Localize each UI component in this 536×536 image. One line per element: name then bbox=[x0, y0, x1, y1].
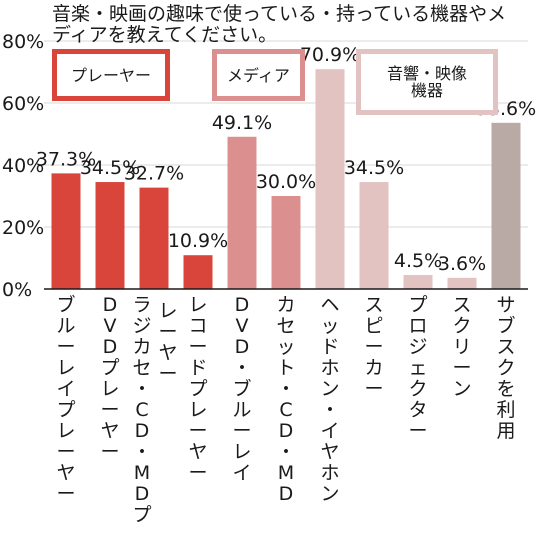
y-tick-label: 80% bbox=[2, 31, 44, 53]
data-label: 49.1% bbox=[212, 112, 272, 134]
category-label: D V D ・ブルーレイ bbox=[232, 294, 251, 484]
category-label: カセット・ C D ・ M D bbox=[276, 294, 295, 505]
category-label: ブルーレイプレーヤー bbox=[56, 293, 75, 505]
bar bbox=[359, 182, 389, 289]
data-label: 37.3% bbox=[36, 148, 96, 170]
category-label: サブスクを利用 bbox=[496, 294, 515, 442]
category-label: D V D プレーヤー bbox=[100, 294, 119, 463]
bar bbox=[491, 122, 521, 289]
data-label: 3.6% bbox=[438, 253, 486, 275]
legend-av-box: 音響・映像 機器 bbox=[356, 49, 498, 115]
bar bbox=[139, 187, 169, 289]
legend-player-label: プレーヤー bbox=[70, 65, 151, 85]
category-label: スクリーン bbox=[452, 294, 471, 400]
y-tick-label: 60% bbox=[2, 93, 44, 115]
legend-player-box: プレーヤー bbox=[52, 49, 170, 101]
data-label: 32.7% bbox=[124, 163, 184, 185]
data-label: 34.5% bbox=[344, 157, 404, 179]
bar bbox=[227, 136, 257, 289]
legend-media-label: メディア bbox=[227, 65, 290, 85]
data-label: 30.0% bbox=[256, 171, 316, 193]
chart-title: 音楽・映画の趣味で使っている・持っている機器やメディアを教えてください。 bbox=[52, 3, 507, 46]
data-label: 10.9% bbox=[168, 230, 228, 252]
category-label: スピーカー bbox=[364, 294, 383, 400]
bar bbox=[271, 196, 301, 289]
category-label: ラジカセ・ C D ・ M D プレーヤー bbox=[132, 294, 177, 526]
bar bbox=[403, 275, 433, 289]
y-tick-label: 0% bbox=[2, 279, 32, 301]
bar bbox=[447, 277, 477, 289]
bar bbox=[315, 69, 345, 290]
y-tick-label: 20% bbox=[2, 217, 44, 239]
bar bbox=[51, 173, 81, 289]
legend-media-box: メディア bbox=[212, 49, 305, 101]
data-label: 34.5% bbox=[80, 157, 140, 179]
bar bbox=[95, 182, 125, 289]
legend-av-label: 音響・映像 機器 bbox=[386, 64, 467, 100]
bar bbox=[183, 255, 213, 289]
y-tick-label: 40% bbox=[2, 155, 44, 177]
category-label: プロジェクター bbox=[408, 294, 427, 442]
data-label: 4.5% bbox=[394, 250, 442, 272]
category-label: レコードプレーヤー bbox=[188, 294, 207, 484]
data-label: 70.9% bbox=[300, 44, 360, 66]
category-label: ヘッドホン・イヤホン bbox=[320, 294, 339, 505]
